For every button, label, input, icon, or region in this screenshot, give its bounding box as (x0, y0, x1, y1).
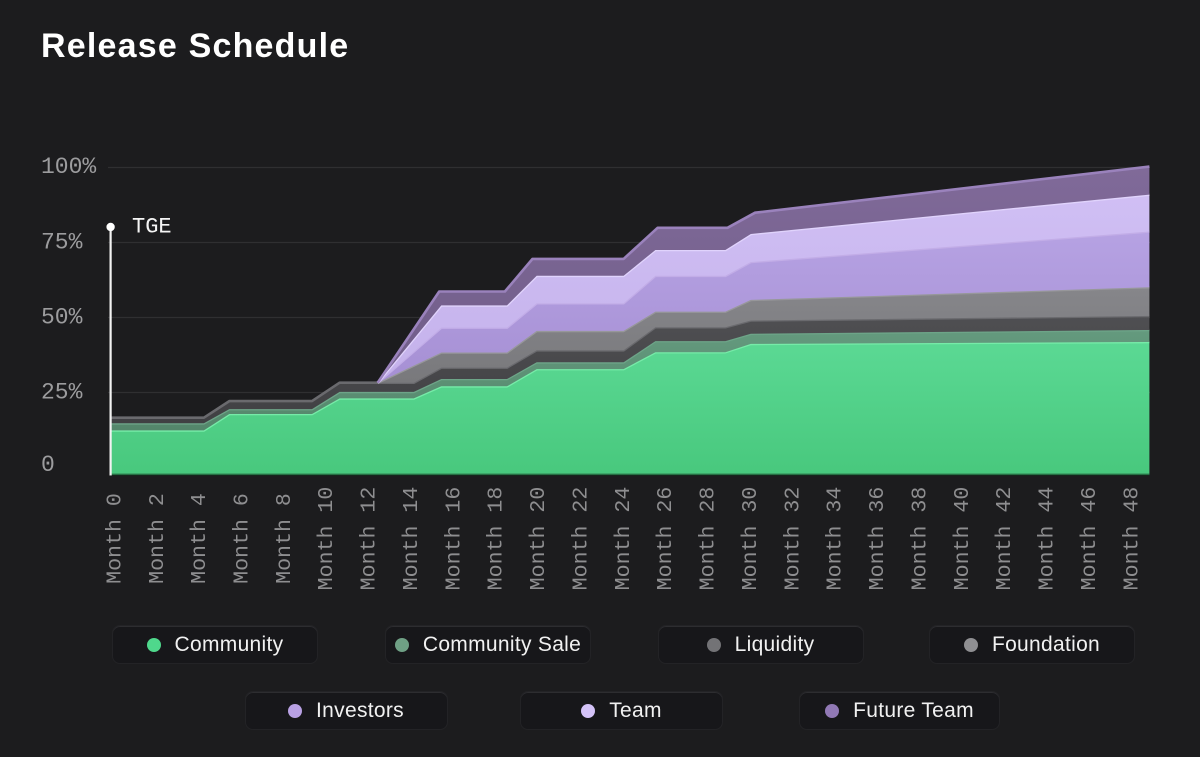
svg-text:Month 2: Month 2 (146, 493, 170, 584)
svg-text:Month 30: Month 30 (739, 487, 763, 591)
svg-text:Month 36: Month 36 (866, 487, 890, 591)
svg-text:Month 24: Month 24 (612, 487, 636, 591)
svg-text:Month 20: Month 20 (527, 487, 551, 591)
svg-text:Month 16: Month 16 (442, 487, 466, 591)
svg-text:25%: 25% (41, 380, 83, 406)
svg-text:Month 10: Month 10 (315, 487, 339, 591)
svg-text:Month 22: Month 22 (570, 487, 594, 591)
svg-text:Month 44: Month 44 (1036, 487, 1060, 591)
svg-text:100%: 100% (41, 154, 96, 180)
svg-text:Month 48: Month 48 (1120, 487, 1144, 591)
svg-text:Month 38: Month 38 (908, 487, 932, 591)
svg-text:Month 42: Month 42 (993, 487, 1017, 591)
svg-text:TGE: TGE (132, 215, 172, 240)
svg-text:Month 26: Month 26 (654, 487, 678, 591)
svg-text:Month 6: Month 6 (231, 493, 255, 584)
svg-text:Month 4: Month 4 (188, 493, 212, 584)
svg-text:0: 0 (41, 452, 55, 478)
svg-text:Month 12: Month 12 (358, 487, 382, 591)
svg-text:Month 18: Month 18 (485, 487, 509, 591)
svg-text:75%: 75% (41, 230, 83, 256)
svg-text:Month 34: Month 34 (824, 487, 848, 591)
svg-text:Month 28: Month 28 (697, 487, 721, 591)
svg-text:Month 32: Month 32 (781, 487, 805, 591)
svg-text:50%: 50% (41, 305, 83, 331)
svg-text:Month 14: Month 14 (400, 487, 424, 591)
svg-text:Month 0: Month 0 (103, 493, 127, 584)
svg-text:Month 8: Month 8 (273, 493, 297, 584)
svg-text:Month 40: Month 40 (951, 487, 975, 591)
svg-text:Month 46: Month 46 (1078, 487, 1102, 591)
